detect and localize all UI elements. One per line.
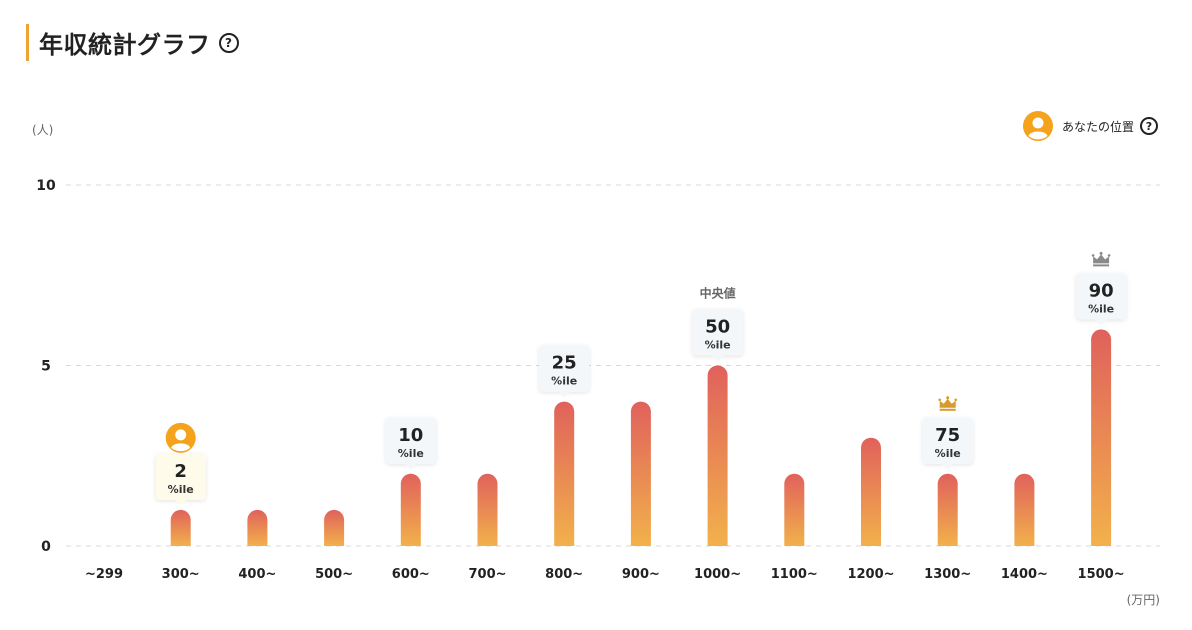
bar xyxy=(400,473,421,546)
bars xyxy=(170,329,1112,546)
bar xyxy=(324,509,345,546)
percentile-marker: 50%ile 中央値 xyxy=(692,286,743,362)
percentile-marker: 75%ile xyxy=(922,396,973,470)
marker-pointer xyxy=(404,463,417,470)
percentile-value: 10 xyxy=(398,425,423,446)
percentile-value: 90 xyxy=(1089,280,1114,301)
percentile-value: 2 xyxy=(174,461,187,482)
user-avatar-icon xyxy=(1022,111,1053,141)
marker-box xyxy=(385,417,436,464)
x-tick-label: 1300~ xyxy=(924,567,971,582)
bar xyxy=(1014,473,1035,546)
y-tick-label: 5 xyxy=(41,359,51,375)
x-tick-label: 1400~ xyxy=(1001,567,1048,582)
x-tick-label: ~299 xyxy=(85,567,123,582)
marker-box xyxy=(539,345,590,392)
percentile-unit: %ile xyxy=(398,447,424,460)
percentile-unit: %ile xyxy=(168,483,194,496)
legend-label: あなたの位置 xyxy=(1061,119,1134,134)
percentile-unit: %ile xyxy=(1088,302,1114,315)
percentile-value: 75 xyxy=(935,425,960,446)
bar xyxy=(707,365,728,546)
bar xyxy=(477,473,498,546)
marker-box xyxy=(692,309,743,356)
x-tick-label: 400~ xyxy=(238,567,276,582)
marker-pointer xyxy=(941,463,954,470)
percentile-marker: 10%ile xyxy=(385,417,436,470)
percentile-marker: 25%ile xyxy=(539,345,590,398)
percentile-marker: 90%ile xyxy=(1076,251,1127,326)
bar xyxy=(1091,329,1112,546)
user-avatar-icon xyxy=(165,422,196,453)
marker-pointer xyxy=(174,499,187,506)
crown-gray-icon xyxy=(1091,251,1111,267)
percentile-unit: %ile xyxy=(705,339,731,352)
marker-box xyxy=(1076,273,1127,320)
bar xyxy=(861,437,881,546)
x-tick-label: 1000~ xyxy=(694,567,741,582)
bar xyxy=(630,401,651,546)
x-tick-labels: ~299 300~ 400~ 500~ 600~ 700~ 800~ 900~ 1000~ 110… xyxy=(85,567,1125,582)
y-tick-label: 10 xyxy=(36,178,56,194)
bar xyxy=(937,473,958,546)
x-tick-label: 300~ xyxy=(162,567,200,582)
bar xyxy=(784,473,805,546)
x-tick-label: 900~ xyxy=(622,567,660,582)
chart-section-header: 年収統計グラフ ? xyxy=(26,24,239,61)
x-tick-label: 800~ xyxy=(545,567,583,582)
x-tick-label: 600~ xyxy=(392,567,430,582)
x-tick-label: 1500~ xyxy=(1078,567,1125,582)
x-tick-label: 1100~ xyxy=(771,567,818,582)
marker-box xyxy=(155,453,206,500)
percentile-value: 25 xyxy=(552,353,577,374)
percentile-unit: %ile xyxy=(935,447,961,460)
bar xyxy=(170,509,191,546)
bar xyxy=(554,401,575,546)
y-tick-label: 0 xyxy=(41,539,51,555)
marker-pointer xyxy=(711,355,724,362)
bar xyxy=(247,509,268,546)
percentile-unit: %ile xyxy=(551,375,577,388)
percentile-marker: 2%ile xyxy=(155,422,206,506)
y-axis-label: (人) xyxy=(32,123,53,137)
page-title: 年収統計グラフ xyxy=(39,31,211,59)
x-tick-label: 700~ xyxy=(468,567,506,582)
grid: 0 5 10 xyxy=(36,178,1160,555)
question-circle-icon[interactable]: ? xyxy=(218,32,239,53)
x-axis-unit: (万円) xyxy=(1127,593,1160,607)
crown-gold-icon xyxy=(938,396,957,411)
median-label: 中央値 xyxy=(700,286,736,301)
x-tick-label: 500~ xyxy=(315,567,353,582)
question-circle-icon[interactable]: ? xyxy=(1140,117,1158,135)
marker-pointer xyxy=(1095,319,1108,326)
legend: あなたの位置 ? xyxy=(1022,110,1158,142)
percentile-value: 50 xyxy=(705,317,730,338)
x-tick-label: 1200~ xyxy=(847,567,894,582)
marker-pointer xyxy=(558,391,571,398)
marker-box xyxy=(922,417,973,464)
